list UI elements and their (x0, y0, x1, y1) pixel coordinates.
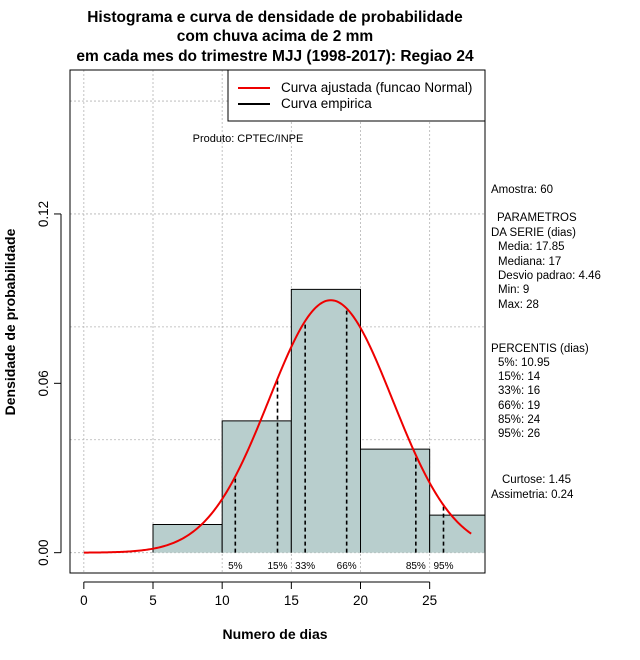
percentil-66: 66%: 19 (498, 400, 540, 412)
sample-size: Amostra: 60 (491, 184, 553, 196)
param-max: Max: 28 (498, 299, 539, 311)
histogram-bar (291, 289, 361, 553)
histogram-bar (153, 524, 223, 553)
x-tick-label: 25 (422, 593, 437, 608)
curtose: Curtose: 1.45 (502, 474, 571, 486)
percentil-95: 95%: 26 (498, 428, 540, 440)
histogram-bar (222, 420, 292, 553)
percentil-5: 5%: 10.95 (498, 357, 550, 369)
percentile-lines: 5% 15% 33% 66% 85% 95% (228, 308, 454, 572)
percentis-title: PERCENTIS (dias) (491, 343, 589, 355)
percentil-15: 15%: 14 (498, 371, 541, 383)
percentile-label: 85% (406, 561, 426, 572)
percentile-label: 66% (337, 561, 357, 572)
percentile-label: 15% (267, 561, 287, 572)
percentile-label: 95% (433, 561, 453, 572)
param-desvio: Desvio padrao: 4.46 (498, 270, 601, 282)
x-tick-label: 20 (353, 593, 368, 608)
product-annotation: Produto: CPTEC/INPE (193, 133, 304, 145)
normal-curve (83, 299, 472, 554)
legend-label-fit: Curva ajustada (funcao Normal) (281, 80, 472, 95)
legend-label-empirical: Curva empirica (281, 96, 372, 111)
chart-title-line-1: Histograma e curva de densidade de proba… (87, 9, 463, 26)
y-tick-label: 0.00 (36, 540, 51, 566)
histogram-bars (152, 288, 486, 553)
x-tick-label: 0 (80, 593, 88, 608)
histogram-bar-outline (290, 288, 361, 553)
x-tick-label: 15 (284, 593, 299, 608)
percentil-33: 33%: 16 (498, 385, 540, 397)
axes: 0 5 10 15 20 25 0.00 0.06 0.12 (36, 201, 437, 608)
chart-title-line-2: com chuva acima de 2 mm (177, 28, 373, 45)
statistics-panel: Amostra: 60 PARAMETROS DA SERIE (dias) M… (491, 184, 601, 501)
chart-title-line-3: em cada mes do trimestre MJJ (1998-2017)… (76, 48, 474, 65)
param-media: Media: 17.85 (498, 241, 565, 253)
x-tick-label: 5 (149, 593, 157, 608)
y-tick-label: 0.06 (36, 370, 51, 396)
assimetria: Assimetria: 0.24 (491, 489, 574, 501)
legend-box (227, 69, 486, 122)
histogram-bar-outline (360, 448, 431, 553)
percentil-85: 85%: 24 (498, 414, 541, 426)
param-mediana: Mediana: 17 (498, 256, 561, 268)
y-tick-label: 0.12 (36, 201, 51, 227)
normal-curve-path (83, 299, 472, 554)
param-min: Min: 9 (498, 284, 529, 296)
histogram-bar (360, 449, 430, 553)
legend: Curva ajustada (funcao Normal) Curva emp… (227, 69, 486, 122)
params-title-2: DA SERIE (dias) (491, 227, 576, 239)
percentile-label: 33% (295, 561, 315, 572)
x-axis-label: Numero de dias (222, 626, 327, 642)
x-tick-label: 10 (215, 593, 230, 608)
params-title-1: PARAMETROS (497, 212, 577, 224)
y-axis-label: Densidade de probabilidade (2, 228, 18, 415)
percentile-label: 5% (228, 561, 243, 572)
